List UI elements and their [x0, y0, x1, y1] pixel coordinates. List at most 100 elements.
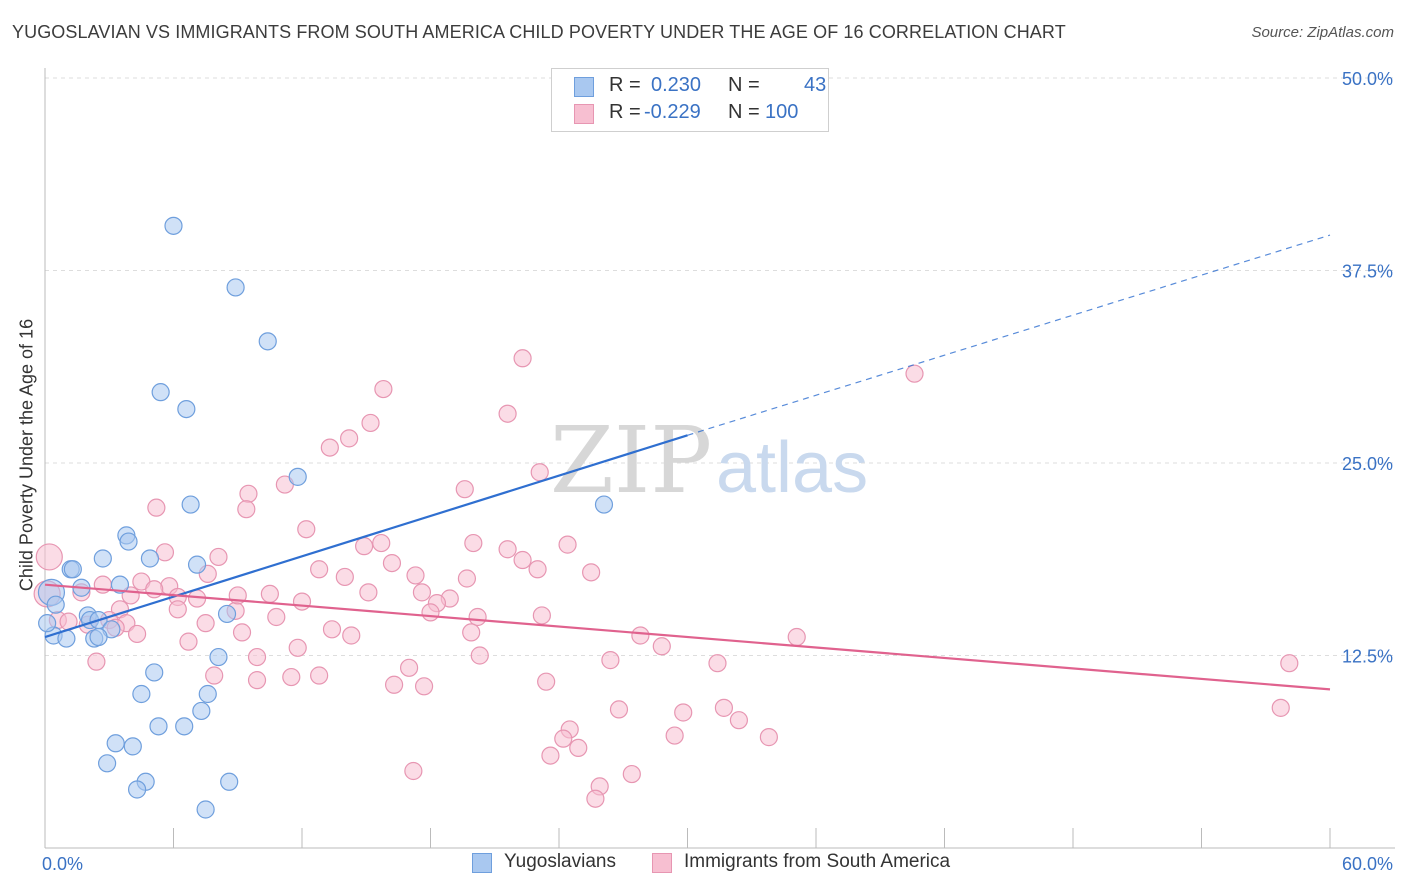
data-point-yugoslavians	[258, 332, 277, 351]
data-point-immigrants	[404, 761, 423, 781]
watermark-atlas: atlas	[716, 428, 868, 508]
data-point-immigrants	[209, 547, 228, 567]
data-point-immigrants	[239, 484, 258, 503]
data-point-immigrants	[622, 764, 641, 784]
r-label: R =	[609, 101, 641, 123]
data-point-immigrants	[1280, 654, 1299, 673]
y-axis-label: Child Poverty Under the Age of 16	[16, 318, 37, 592]
data-point-yugoslavians	[196, 800, 215, 819]
tick-labels: 12.5% 25.0% 37.5% 50.0% 0.0% 60.0%	[42, 69, 1393, 874]
data-point-immigrants	[541, 746, 560, 765]
data-point-yugoslavians	[89, 627, 108, 647]
data-point-yugoslavians	[288, 467, 307, 486]
data-point-yugoslavians	[98, 754, 117, 773]
data-point-immigrants	[87, 652, 106, 671]
pink-swatch-icon	[574, 104, 594, 124]
data-point-immigrants	[582, 563, 601, 582]
data-point-yugoslavians	[63, 560, 82, 579]
data-point-immigrants	[399, 658, 419, 677]
n-value: 43	[804, 74, 827, 96]
data-point-immigrants	[530, 463, 549, 482]
data-point-immigrants	[35, 543, 63, 571]
data-point-immigrants	[729, 711, 749, 730]
data-point-yugoslavians	[187, 555, 207, 574]
trend-line-yugoslavians	[44, 434, 688, 639]
data-point-immigrants	[406, 566, 425, 585]
data-point-yugoslavians	[38, 614, 57, 633]
data-point-immigrants	[297, 520, 316, 539]
data-point-immigrants	[609, 700, 629, 719]
data-point-immigrants	[631, 626, 650, 645]
data-point-yugoslavians	[594, 495, 614, 514]
data-point-immigrants	[247, 671, 267, 690]
data-point-yugoslavians	[192, 701, 211, 721]
data-point-immigrants	[196, 614, 215, 633]
data-point-immigrants	[359, 583, 378, 602]
data-point-immigrants	[342, 626, 361, 645]
data-point-immigrants	[498, 540, 517, 559]
data-point-immigrants	[457, 569, 477, 588]
data-point-yugoslavians	[181, 495, 200, 514]
watermark: ZIP atlas	[550, 407, 868, 514]
data-point-immigrants	[586, 789, 605, 808]
data-point-immigrants	[554, 729, 573, 748]
data-point-immigrants	[455, 480, 474, 499]
data-point-immigrants	[232, 623, 252, 642]
y-tick-label: 37.5%	[1342, 262, 1393, 282]
n-value: 100	[765, 101, 799, 123]
y-tick-label: 50.0%	[1342, 69, 1393, 89]
n-label: N =	[728, 101, 760, 123]
data-point-immigrants	[310, 666, 329, 685]
data-point-immigrants	[414, 677, 434, 696]
data-point-immigrants	[464, 533, 483, 553]
data-point-yugoslavians	[164, 216, 183, 235]
chart-title: YUGOSLAVIAN VS IMMIGRANTS FROM SOUTH AME…	[12, 22, 1066, 42]
data-point-immigrants	[292, 592, 312, 611]
data-point-immigrants	[421, 603, 440, 622]
n-label: N =	[728, 74, 760, 96]
data-point-immigrants	[601, 651, 620, 670]
data-point-yugoslavians	[145, 663, 164, 682]
watermark-zip: ZIP	[550, 407, 712, 514]
data-point-immigrants	[372, 533, 391, 553]
pink-swatch-icon	[652, 853, 672, 873]
data-point-immigrants	[665, 726, 684, 745]
data-point-immigrants	[355, 537, 374, 556]
data-point-immigrants	[558, 535, 577, 554]
data-point-immigrants	[412, 583, 432, 602]
blue-swatch-icon	[472, 853, 492, 873]
data-point-immigrants	[340, 429, 359, 448]
data-point-immigrants	[288, 638, 307, 657]
data-point-immigrants	[179, 632, 198, 651]
grid-lines	[45, 77, 1395, 656]
data-point-immigrants	[462, 623, 481, 642]
correlation-legend: R = 0.230 N = 43 R = -0.229 N = 100	[551, 68, 829, 132]
data-point-immigrants	[382, 553, 402, 573]
data-point-immigrants	[787, 627, 806, 647]
data-point-immigrants	[322, 620, 342, 639]
data-point-immigrants	[498, 404, 517, 423]
data-point-yugoslavians	[209, 647, 228, 667]
data-point-yugoslavians	[226, 278, 245, 297]
data-point-immigrants	[513, 349, 532, 368]
data-point-yugoslavians	[151, 383, 170, 402]
data-point-immigrants	[513, 550, 532, 570]
data-point-yugoslavians	[217, 604, 237, 624]
data-point-immigrants	[168, 600, 187, 619]
data-point-immigrants	[374, 379, 393, 399]
data-point-immigrants	[468, 607, 487, 627]
data-point-yugoslavians	[177, 400, 196, 419]
data-point-immigrants	[569, 738, 588, 758]
data-point-yugoslavians	[198, 684, 217, 704]
source-credit: Source: ZipAtlas.com	[1251, 24, 1394, 41]
data-point-immigrants	[310, 560, 329, 579]
data-point-immigrants	[147, 498, 166, 517]
data-point-immigrants	[237, 500, 256, 519]
data-point-immigrants	[532, 606, 551, 625]
data-point-yugoslavians	[123, 737, 142, 756]
series-name: Yugoslavians	[504, 851, 616, 872]
data-point-immigrants	[1271, 698, 1290, 717]
data-point-immigrants	[282, 667, 301, 687]
data-point-immigrants	[708, 654, 727, 673]
